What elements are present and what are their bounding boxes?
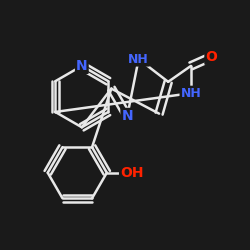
Text: N: N: [122, 109, 133, 123]
Text: O: O: [206, 50, 217, 64]
Text: NH: NH: [128, 52, 149, 66]
Text: N: N: [76, 59, 88, 73]
Text: OH: OH: [120, 166, 144, 180]
Text: NH: NH: [180, 87, 201, 100]
